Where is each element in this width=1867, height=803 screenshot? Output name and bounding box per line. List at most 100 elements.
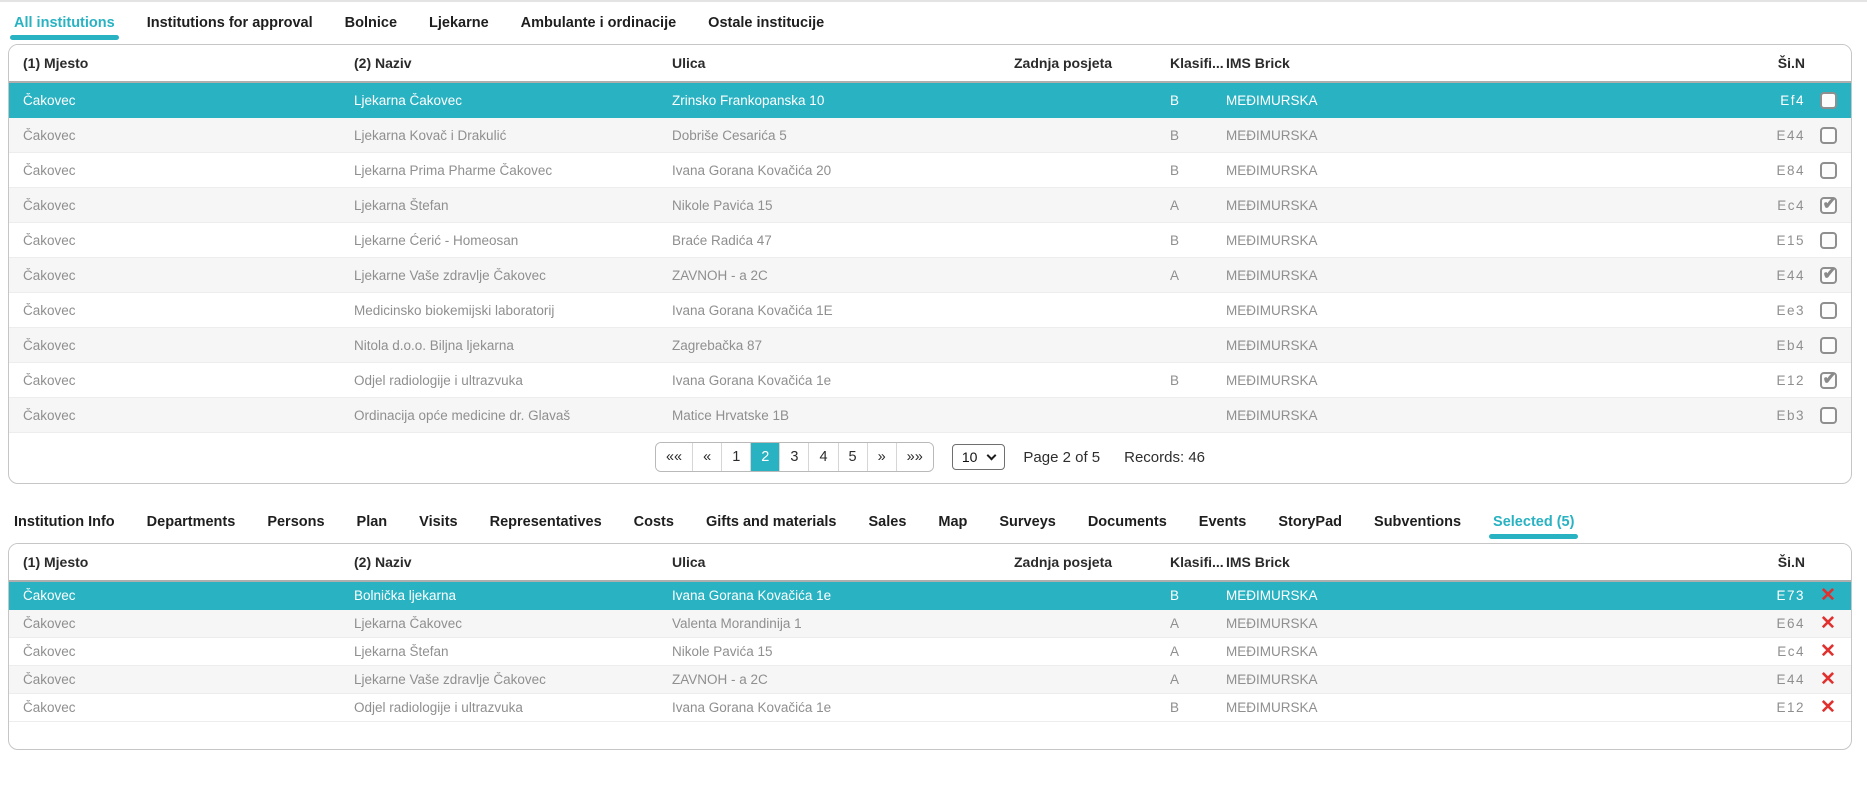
remove-icon[interactable] [1820, 586, 1836, 605]
column-header-zadnja-posjeta[interactable]: Zadnja posjeta [1014, 554, 1113, 570]
column-header-ims-brick[interactable]: IMS Brick [1226, 55, 1290, 71]
page-1-button[interactable]: 1 [722, 443, 752, 471]
column-header-klasifikacija[interactable]: Klasifi... [1170, 55, 1224, 71]
remove-cell [1805, 670, 1851, 689]
column-header-ulica[interactable]: Ulica [672, 554, 706, 570]
subtab-documents[interactable]: Documents [1087, 514, 1167, 530]
subtab-selected-5[interactable]: Selected (5) [1489, 514, 1579, 540]
cell-naziv: Ljekarne Vaše zdravlje Čakovec [354, 267, 546, 283]
page-5-button[interactable]: 5 [838, 443, 868, 471]
checkbox-cell [1805, 91, 1851, 109]
row-checkbox[interactable] [1819, 369, 1837, 389]
remove-icon[interactable] [1820, 670, 1836, 689]
subtab-institution-info[interactable]: Institution Info [14, 514, 115, 530]
row-checkbox[interactable] [1819, 301, 1837, 319]
cell-ulica: Ivana Gorana Kovačića 1e [672, 372, 832, 388]
subtab-costs[interactable]: Costs [633, 514, 674, 530]
subtab-plan[interactable]: Plan [356, 514, 388, 530]
tab-ostale-institucije[interactable]: Ostale institucije [708, 15, 825, 31]
institution-row[interactable]: Čakovec Ljekarne Vaše zdravlje Čakovec ZAV… [9, 666, 1851, 694]
page-first-button[interactable]: «« [655, 443, 694, 471]
tab-institutions-for-approval[interactable]: Institutions for approval [146, 15, 313, 31]
subtab-sales[interactable]: Sales [868, 514, 907, 530]
cell-mjesto: Čakovec [23, 407, 76, 423]
row-checkbox[interactable] [1819, 264, 1837, 284]
subtab-events[interactable]: Events [1198, 514, 1247, 530]
cell-ulica: Zrinsko Frankopanska 10 [672, 92, 825, 108]
table-header: (1) Mjesto (2) Naziv Ulica Zadnja posjet… [9, 45, 1851, 83]
institution-row[interactable]: Čakovec Ljekarna Kovač i Drakulić Dobriše … [9, 118, 1851, 153]
column-header-zadnja-posjeta[interactable]: Zadnja posjeta [1014, 55, 1113, 71]
institution-row[interactable]: Čakovec Ljekarna Štefan Nikole Pavića 15 A M… [9, 638, 1851, 666]
column-header-mjesto[interactable]: (1) Mjesto [23, 554, 89, 570]
cell-naziv: Ljekarna Štefan [354, 197, 449, 213]
institution-row[interactable]: Čakovec Odjel radiologije i ultrazvuka Iva… [9, 694, 1851, 722]
pagination-bar: «« «1 2 3 4 5»»» 10 Page 2 of 5 Records: 46 [9, 433, 1851, 483]
cell-klasifikacija: B [1170, 127, 1180, 143]
remove-cell [1805, 642, 1851, 661]
tab-ljekarne[interactable]: Ljekarne [429, 15, 489, 31]
institution-row[interactable]: Čakovec Ljekarna Čakovec Zrinsko Frankopan… [9, 83, 1851, 118]
institution-row[interactable]: Čakovec Ljekarne Vaše zdravlje Čakovec ZAV… [9, 258, 1851, 293]
row-checkbox[interactable] [1819, 406, 1837, 424]
page-2-button[interactable]: 2 [751, 443, 781, 471]
cell-ulica: Ivana Gorana Kovačića 1e [672, 700, 832, 715]
institution-row[interactable]: Čakovec Medicinsko biokemijski laboratori… [9, 293, 1851, 328]
row-checkbox[interactable] [1819, 91, 1837, 109]
remove-icon[interactable] [1820, 614, 1836, 633]
column-header-sifra[interactable]: Ši.N [1777, 554, 1805, 570]
page-3-button[interactable]: 3 [780, 443, 810, 471]
column-header-mjesto[interactable]: (1) Mjesto [23, 55, 89, 71]
subtab-gifts-and-materials[interactable]: Gifts and materials [705, 514, 837, 530]
page-prev-button[interactable]: « [693, 443, 723, 471]
column-header-klasifikacija[interactable]: Klasifi... [1170, 554, 1224, 570]
cell-naziv: Odjel radiologije i ultrazvuka [354, 700, 523, 715]
row-checkbox[interactable] [1819, 336, 1837, 354]
subtab-persons[interactable]: Persons [267, 514, 325, 530]
subtab-departments[interactable]: Departments [146, 514, 236, 530]
institution-row[interactable]: Čakovec Bolnička ljekarna Ivana Gorana Kov… [9, 582, 1851, 610]
cell-ulica: ZAVNOH - a 2C [672, 267, 768, 283]
page-size-select[interactable]: 10 [951, 444, 1006, 470]
subtab-subventions[interactable]: Subventions [1374, 514, 1462, 530]
row-checkbox[interactable] [1819, 231, 1837, 249]
institution-row[interactable]: Čakovec Ljekarna Štefan Nikole Pavića 15 A M… [9, 188, 1851, 223]
institution-row[interactable]: Čakovec Ljekarne Ćerić - Homeosan Braće Ra… [9, 223, 1851, 258]
page-last-button[interactable]: »» [896, 443, 933, 471]
tab-ambulante-i-ordinacije[interactable]: Ambulante i ordinacije [520, 15, 677, 31]
cell-mjesto: Čakovec [23, 197, 76, 213]
cell-mjesto: Čakovec [23, 644, 76, 659]
institution-row[interactable]: Čakovec Ordinacija opće medicine dr. Glav… [9, 398, 1851, 433]
column-header-naziv[interactable]: (2) Naziv [354, 554, 412, 570]
chevron-down-icon [986, 450, 997, 460]
subtab-storypad[interactable]: StoryPad [1278, 514, 1343, 530]
cell-ulica: Matice Hrvatske 1B [672, 407, 790, 423]
column-header-naziv[interactable]: (2) Naziv [354, 55, 412, 71]
institution-row[interactable]: Čakovec Nitola d.o.o. Biljna ljekarna Zagr… [9, 328, 1851, 363]
subtab-surveys[interactable]: Surveys [999, 514, 1056, 530]
institution-row[interactable]: Čakovec Ljekarna Prima Pharme Čakovec Ivan… [9, 153, 1851, 188]
cell-mjesto: Čakovec [23, 672, 76, 687]
subtab-representatives[interactable]: Representatives [489, 514, 602, 530]
institution-row[interactable]: Čakovec Odjel radiologije i ultrazvuka Iva… [9, 363, 1851, 398]
column-header-sifra[interactable]: Ši.N [1777, 55, 1805, 71]
remove-icon[interactable] [1820, 642, 1836, 661]
institution-row[interactable]: Čakovec Ljekarna Čakovec Valenta Morandini… [9, 610, 1851, 638]
subtab-map[interactable]: Map [938, 514, 968, 530]
column-header-ulica[interactable]: Ulica [672, 55, 706, 71]
page-4-button[interactable]: 4 [809, 443, 839, 471]
tab-bolnice[interactable]: Bolnice [344, 15, 398, 31]
remove-icon[interactable] [1820, 698, 1836, 717]
row-checkbox[interactable] [1819, 126, 1837, 144]
row-checkbox[interactable] [1819, 194, 1837, 214]
cell-sifra: Eb3 [1776, 407, 1805, 423]
tab-all-institutions[interactable]: All institutions [10, 15, 119, 41]
row-checkbox[interactable] [1819, 161, 1837, 179]
cell-sifra: E44 [1776, 127, 1805, 143]
subtab-visits[interactable]: Visits [419, 514, 458, 530]
cell-ulica: Nikole Pavića 15 [672, 644, 773, 659]
column-header-ims-brick[interactable]: IMS Brick [1226, 554, 1290, 570]
cell-klasifikacija: B [1170, 92, 1180, 108]
page-next-button[interactable]: » [867, 443, 897, 471]
cell-naziv: Bolnička ljekarna [354, 588, 457, 603]
